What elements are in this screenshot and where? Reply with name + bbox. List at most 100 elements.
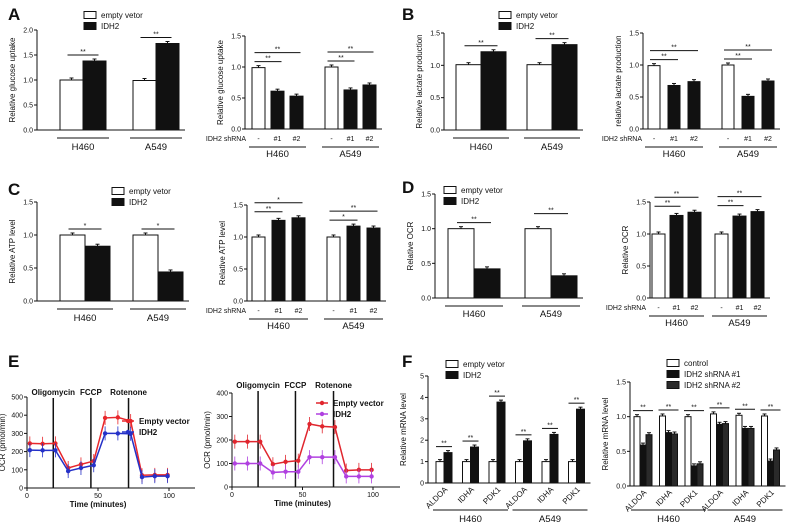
y-tick-label: 0.0 — [231, 127, 241, 134]
significance-label: ** — [742, 403, 748, 410]
data-point — [165, 473, 170, 479]
group-label: A549 — [145, 142, 167, 153]
significance-label: ** — [574, 397, 580, 404]
series-line — [29, 416, 168, 477]
bar — [270, 90, 285, 130]
legend-label: IDH2 shRNA #1 — [684, 370, 741, 379]
significance-label: ** — [521, 429, 527, 436]
significance-label: * — [342, 214, 345, 221]
significance-label: ** — [351, 205, 357, 212]
data-point — [332, 424, 338, 430]
data-point — [102, 431, 108, 436]
y-tick-label: 0.0 — [430, 128, 440, 135]
bar — [747, 427, 755, 487]
y-tick-label: 0.0 — [421, 296, 431, 303]
panel-label-D: D — [402, 178, 414, 197]
bar — [455, 64, 482, 131]
y-tick-label: 200 — [11, 449, 23, 456]
bar — [761, 415, 768, 487]
bar-tick-label: #2 — [295, 308, 303, 315]
bar — [157, 271, 184, 302]
data-point — [115, 431, 121, 436]
y-tick-label: 0 — [224, 485, 228, 492]
bar — [324, 66, 339, 130]
legend-swatch — [83, 22, 97, 30]
bar — [741, 95, 755, 130]
bar — [362, 84, 377, 130]
bar — [647, 65, 661, 130]
data-point — [65, 468, 71, 474]
bar — [326, 236, 341, 302]
bar — [496, 401, 506, 484]
y-tick-label: 1.5 — [23, 53, 33, 60]
y-tick-label: 200 — [216, 438, 228, 445]
y-tick-label: 1.0 — [23, 78, 33, 85]
row-label: IDH2 shRNA — [206, 136, 246, 143]
y-tick-label: 1.5 — [636, 200, 646, 207]
significance-label: ** — [468, 435, 474, 442]
significance-label: ** — [768, 404, 774, 411]
significance-label: ** — [265, 56, 271, 63]
data-point — [27, 447, 33, 453]
y-axis-label: Relative glucose uptake — [216, 39, 225, 124]
bar-tick-label: #2 — [293, 136, 301, 143]
bar — [576, 408, 585, 484]
y-tick-label: 0.5 — [23, 103, 33, 110]
bar — [761, 80, 775, 130]
bar-tick-label: #1 — [670, 136, 678, 143]
significance-label: * — [157, 223, 160, 230]
legend-marker-icon — [125, 429, 131, 435]
bar — [732, 215, 747, 299]
injection-label: Rotenone — [315, 381, 352, 390]
group-label: A549 — [541, 142, 563, 153]
y-tick-label: 0.0 — [23, 128, 33, 135]
legend-label: control — [684, 359, 708, 368]
y-tick-label: 1.0 — [23, 233, 33, 240]
injection-label: FCCP — [285, 381, 307, 390]
x-tick-label: 50 — [94, 493, 102, 500]
data-point — [270, 470, 276, 475]
y-tick-label: 2 — [420, 438, 424, 445]
injection-label: Oligomycin — [31, 388, 75, 397]
legend-label: empty vetor — [516, 11, 558, 20]
legend-swatch — [498, 22, 512, 30]
gene-label: ALDOA — [424, 485, 450, 511]
legend-label: empty vetor — [461, 186, 503, 195]
y-tick-label: 3 — [420, 416, 424, 423]
legend-label: empty vetor — [463, 360, 505, 369]
y-tick-label: 0.5 — [231, 96, 241, 103]
bar-tick-label: #1 — [736, 305, 744, 312]
y-tick-label: 1.5 — [430, 31, 440, 38]
bar-tick-label: - — [330, 136, 333, 143]
y-tick-label: 5 — [420, 374, 424, 381]
significance-label: ** — [266, 206, 272, 213]
bar — [251, 236, 266, 302]
bar-tick-label: - — [653, 136, 656, 143]
significance-label: ** — [549, 33, 555, 40]
significance-label: * — [84, 223, 87, 230]
gene-label: PDK1 — [561, 485, 583, 507]
legend-label: IDH2 — [333, 410, 352, 419]
bar-tick-label: #2 — [754, 305, 762, 312]
bar — [667, 84, 681, 130]
legend-label: Empty vector — [333, 399, 384, 408]
significance-label: ** — [153, 32, 159, 39]
gene-label: ALDOA — [503, 485, 529, 511]
y-tick-label: 100 — [11, 467, 23, 474]
bar — [773, 449, 780, 487]
x-axis-label: Time (minutes) — [70, 500, 127, 509]
series-line — [234, 456, 372, 478]
data-point — [320, 424, 325, 429]
bar — [84, 245, 111, 302]
data-point — [258, 461, 263, 466]
bar-tick-label: - — [332, 308, 335, 315]
bar — [735, 414, 743, 487]
data-point — [283, 459, 288, 465]
y-tick-label: 1.0 — [231, 65, 241, 72]
y-tick-label: 0.0 — [616, 484, 626, 491]
bar — [59, 79, 84, 131]
data-point — [307, 421, 312, 427]
y-tick-label: 1.0 — [629, 63, 639, 70]
bar-tick-label: - — [257, 136, 260, 143]
significance-label: ** — [717, 402, 723, 409]
